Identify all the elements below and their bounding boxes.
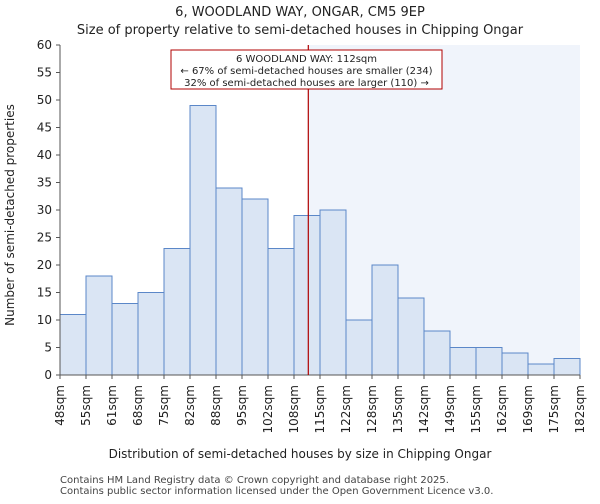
annotation-line-1: 6 WOODLAND WAY: 112sqm	[236, 54, 377, 65]
bar-75sqm	[163, 248, 191, 376]
bar-162sqm	[501, 352, 529, 376]
annotation-line-2: ← 67% of semi-detached houses are smalle…	[180, 66, 432, 77]
bar-175sqm	[553, 358, 581, 376]
x-tick-label: 115sqm	[313, 385, 327, 433]
bar-55sqm	[85, 275, 113, 376]
y-tick-label: 10	[37, 313, 52, 327]
annotation-box: 6 WOODLAND WAY: 112sqm ← 67% of semi-det…	[170, 49, 443, 90]
x-tick-label: 169sqm	[521, 385, 535, 433]
bar-102sqm	[267, 248, 295, 376]
x-tick-label: 95sqm	[235, 385, 249, 426]
x-tick-label: 142sqm	[417, 385, 431, 433]
y-tick-label: 55	[37, 66, 52, 80]
x-tick-label: 88sqm	[209, 385, 223, 426]
x-tick-label: 155sqm	[469, 385, 483, 433]
bar-149sqm	[449, 347, 477, 376]
x-axis-label: Distribution of semi-detached houses by …	[109, 447, 492, 461]
bars-group	[59, 105, 581, 376]
footer-line-1: Contains HM Land Registry data © Crown c…	[60, 475, 449, 486]
x-tick-label: 75sqm	[157, 385, 171, 426]
bar-155sqm	[475, 347, 503, 376]
y-tick-label: 45	[37, 121, 52, 135]
bar-142sqm	[423, 330, 451, 376]
y-tick-label: 60	[37, 38, 52, 52]
x-tick-label: 122sqm	[339, 385, 353, 433]
x-tick-label: 82sqm	[183, 385, 197, 426]
x-tick-label: 55sqm	[79, 385, 93, 426]
x-tick-label: 68sqm	[131, 385, 145, 426]
x-tick-label: 48sqm	[53, 385, 67, 426]
bar-68sqm	[137, 292, 165, 376]
y-tick-label: 40	[37, 148, 52, 162]
x-tick-label: 61sqm	[105, 385, 119, 426]
y-tick-label: 20	[37, 258, 52, 272]
y-tick-label: 30	[37, 203, 52, 217]
bar-95sqm	[241, 198, 269, 376]
x-tick-label: 149sqm	[443, 385, 457, 433]
footer-line-2: Contains public sector information licen…	[60, 486, 493, 497]
chart-title: 6, WOODLAND WAY, ONGAR, CM5 9EP	[175, 5, 425, 20]
bar-169sqm	[527, 363, 555, 376]
x-tick-label: 108sqm	[287, 385, 301, 433]
y-tick-label: 25	[37, 231, 52, 245]
axes-group: 0 5 10 15 20 25 30 35 40 45 50 55 60 48sqm 55sqm 61sqm 6…	[37, 38, 587, 433]
bar-48sqm	[59, 314, 87, 376]
y-tick-label: 15	[37, 286, 52, 300]
bar-61sqm	[111, 303, 139, 376]
chart-subtitle: Size of property relative to semi-detach…	[77, 23, 524, 38]
x-tick-label: 175sqm	[547, 385, 561, 433]
bar-108sqm	[293, 215, 321, 376]
bar-122sqm	[345, 319, 373, 376]
x-tick-label: 102sqm	[261, 385, 275, 433]
y-tick-label: 35	[37, 176, 52, 190]
x-tick-label: 162sqm	[495, 385, 509, 433]
x-tick-label: 182sqm	[573, 385, 587, 433]
x-tick-label: 135sqm	[391, 385, 405, 433]
bar-115sqm	[319, 209, 347, 376]
y-tick-label: 5	[44, 341, 52, 355]
x-tick-label: 128sqm	[365, 385, 379, 433]
y-tick-label: 0	[44, 368, 52, 382]
bar-88sqm	[215, 187, 243, 376]
bar-128sqm	[371, 264, 399, 376]
annotation-line-3: 32% of semi-detached houses are larger (…	[184, 78, 429, 89]
bar-135sqm	[397, 297, 425, 376]
y-tick-label: 50	[37, 93, 52, 107]
annotation-frame	[170, 49, 443, 90]
y-axis-label: Number of semi-detached properties	[3, 104, 17, 326]
bar-82sqm	[189, 105, 217, 376]
